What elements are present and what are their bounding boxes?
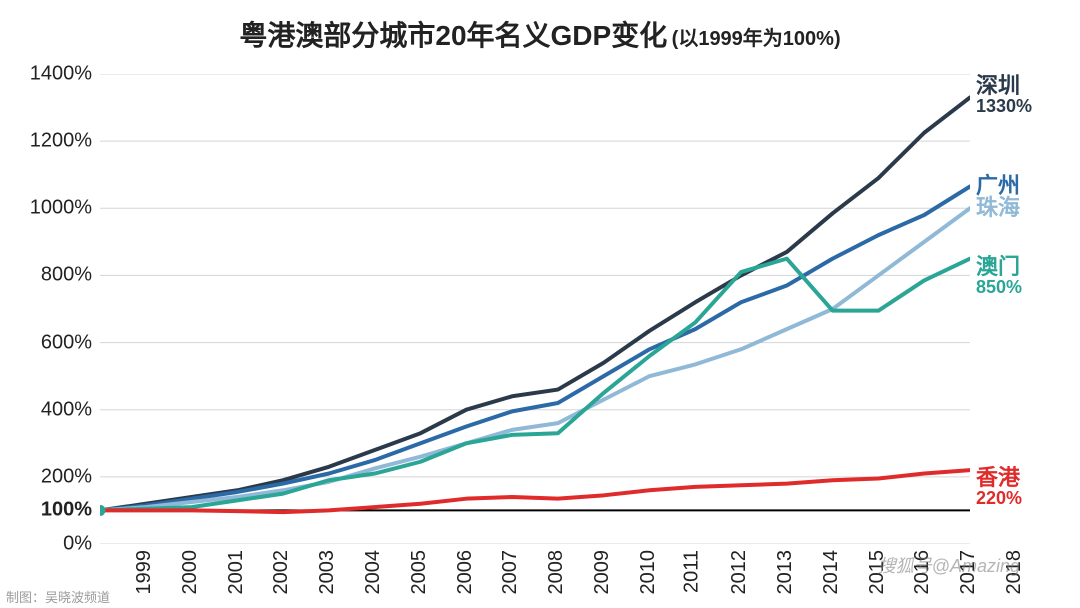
x-axis-tick-label: 2006 xyxy=(454,550,477,595)
x-axis-tick-label: 2004 xyxy=(362,550,385,595)
y-axis-tick-label: 100% xyxy=(41,499,92,522)
x-axis-tick-label: 2001 xyxy=(225,550,248,595)
series-name: 香港 xyxy=(976,466,1022,489)
series-label: 深圳1330% xyxy=(976,74,1032,116)
x-axis-tick-label: 2009 xyxy=(591,550,614,595)
chart-title-main: 粤港澳部分城市20年名义GDP变化 xyxy=(239,20,667,51)
series-name: 澳门 xyxy=(976,255,1022,278)
chart-svg xyxy=(100,74,970,544)
x-axis-tick-label: 2012 xyxy=(728,550,751,595)
series-label: 澳门850% xyxy=(976,255,1022,297)
series-label: 广州 xyxy=(976,174,1020,197)
series-name: 珠海 xyxy=(976,196,1020,219)
x-axis-tick-label: 2002 xyxy=(270,550,293,595)
credit-text: 制图：吴晓波频道 xyxy=(6,587,110,606)
y-axis-tick-label: 400% xyxy=(41,398,92,421)
x-axis-tick-label: 2011 xyxy=(681,550,704,593)
x-axis-tick-label: 2003 xyxy=(316,550,339,595)
y-axis-tick-label: 200% xyxy=(41,465,92,488)
series-label: 香港220% xyxy=(976,466,1022,508)
x-axis-tick-label: 2014 xyxy=(820,550,843,595)
chart-plot-area: 0%100%200%400%600%800%1000%1200%1400%199… xyxy=(100,74,970,544)
y-axis-tick-label: 0% xyxy=(63,533,92,556)
series-end-value: 1330% xyxy=(976,97,1032,116)
x-axis-tick-label: 2010 xyxy=(637,550,660,595)
x-axis-tick-label: 1999 xyxy=(133,550,156,595)
y-axis-tick-label: 800% xyxy=(41,264,92,287)
series-end-value: 850% xyxy=(976,278,1022,297)
y-axis-tick-label: 600% xyxy=(41,331,92,354)
y-axis-tick-label: 1200% xyxy=(30,130,92,153)
series-name: 广州 xyxy=(976,174,1020,197)
watermark-text: 搜狐号@Amazing xyxy=(878,552,1020,578)
x-axis-tick-label: 2008 xyxy=(545,550,568,595)
y-axis-tick-label: 1400% xyxy=(30,63,92,86)
series-end-value: 220% xyxy=(976,489,1022,508)
x-axis-tick-label: 2000 xyxy=(179,550,202,595)
chart-title-sub: (以1999年为100%) xyxy=(672,28,841,50)
series-label: 珠海 xyxy=(976,196,1020,219)
x-axis-tick-label: 2005 xyxy=(408,550,431,595)
chart-title: 粤港澳部分城市20年名义GDP变化 (以1999年为100%) xyxy=(0,14,1080,54)
x-axis-tick-label: 2007 xyxy=(499,550,522,595)
y-axis-tick-label: 1000% xyxy=(30,197,92,220)
series-name: 深圳 xyxy=(976,74,1032,97)
x-axis-tick-label: 2013 xyxy=(774,550,797,595)
